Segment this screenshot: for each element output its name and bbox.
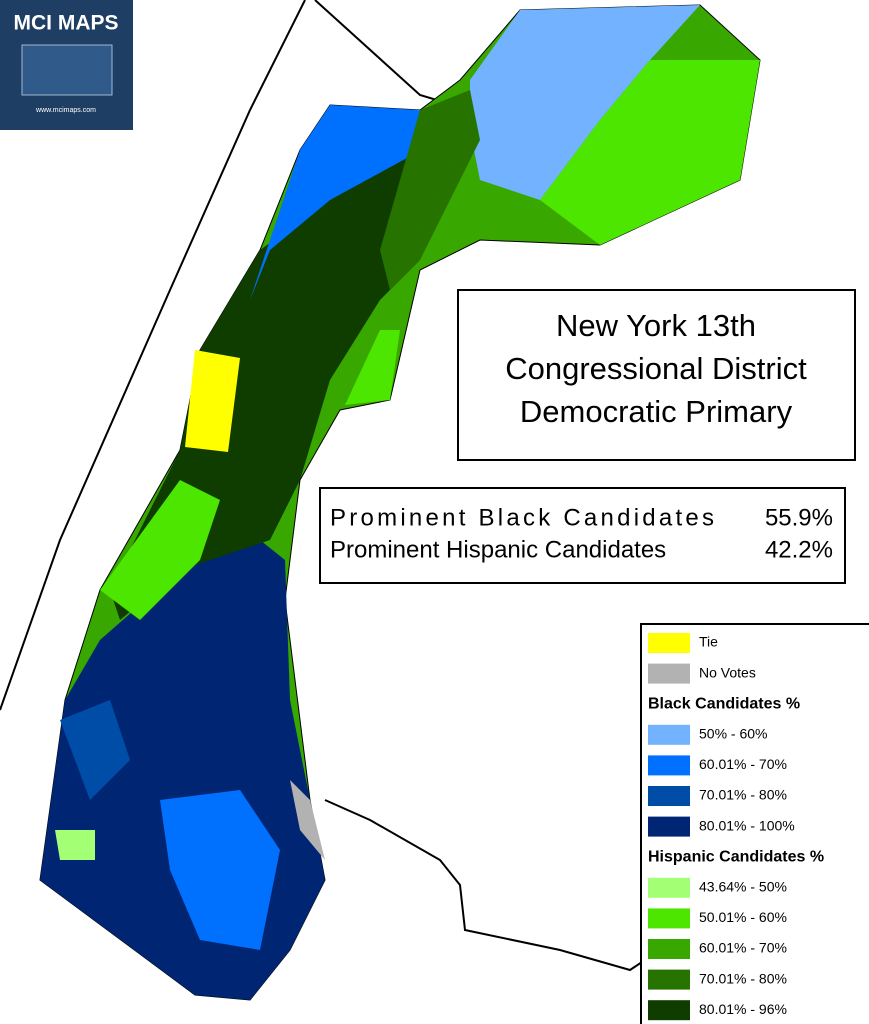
zone-northeast-green [540, 60, 760, 245]
legend-label: 70.01% - 80% [699, 970, 787, 986]
legend-label: No Votes [699, 664, 756, 680]
zone-east-strip [345, 330, 400, 405]
result-value: 42.2% [765, 536, 833, 563]
legend-swatch [648, 877, 690, 898]
zone-south-blue [60, 700, 130, 800]
result-value: 55.9% [765, 504, 833, 531]
zone-tie [185, 350, 240, 452]
legend-label: 60.01% - 70% [699, 940, 787, 956]
legend-swatch [648, 633, 690, 653]
legend-label: Tie [699, 634, 718, 650]
zone-west-green [100, 480, 220, 620]
legend-swatch [648, 816, 690, 837]
zone-northeast [470, 5, 700, 200]
zone-east-blue [160, 790, 280, 950]
legend-swatch [648, 1000, 690, 1021]
title-line: Democratic Primary [520, 394, 793, 429]
legend-label: 50% - 60% [699, 726, 767, 742]
results-box: Prominent Black Candidates 55.9% Promine… [319, 487, 846, 584]
legend-group-title: Black Candidates % [648, 695, 800, 712]
legend-label: 43.64% - 50% [699, 879, 787, 895]
zone-light-green [55, 830, 95, 860]
result-label: Prominent Black Candidates [330, 504, 714, 531]
title-box: New York 13th Congressional District Dem… [457, 289, 856, 461]
legend-swatch [648, 969, 690, 990]
title-frame [457, 289, 856, 461]
legend-swatch [648, 786, 690, 806]
legend-label: 80.01% - 96% [699, 1001, 787, 1017]
zone-blue-north [250, 105, 440, 300]
legend-label: 60.01% - 70% [699, 756, 787, 772]
logo-map [21, 44, 113, 96]
legend-label: 50.01% - 60% [699, 909, 787, 925]
title-line: Congressional District [505, 351, 807, 386]
legend-swatch [648, 663, 690, 684]
legend-label: 70.01% - 80% [699, 787, 787, 803]
result-label: Prominent Hispanic Candidates [330, 536, 666, 563]
logo-title: MCI MAPS [14, 12, 119, 35]
legend-group-title: Hispanic Candidates % [648, 848, 824, 865]
legend-swatch [648, 908, 690, 929]
zone-no-votes [290, 780, 325, 860]
legend-swatch [648, 724, 690, 745]
district [39, 4, 761, 1001]
legend: Tie No Votes Black Candidates % 50% - 60% 60… [640, 623, 869, 1024]
legend-swatch [648, 939, 690, 959]
title-line: New York 13th [556, 308, 756, 343]
legend-swatch [648, 755, 690, 776]
logo: MCI MAPS www.mcimaps.com [0, 0, 133, 130]
logo-url: www.mcimaps.com [35, 107, 96, 114]
legend-label: 80.01% - 100% [699, 817, 795, 833]
results-frame [319, 487, 846, 584]
zone-green-mid [380, 90, 480, 290]
